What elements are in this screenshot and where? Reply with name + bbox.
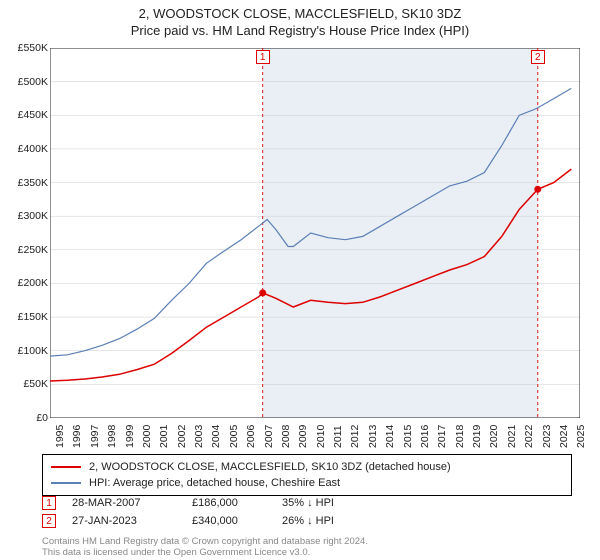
y-tick-label: £0 (36, 412, 48, 424)
x-tick-label: 1997 (89, 425, 101, 448)
sale-marker-box: 1 (256, 50, 270, 64)
sale-hpi-diff: 35% ↓ HPI (282, 497, 402, 509)
x-tick-label: 2022 (523, 425, 535, 448)
chart-area: £0£50K£100K£150K£200K£250K£300K£350K£400… (50, 48, 580, 418)
x-tick-label: 1998 (106, 425, 118, 448)
y-tick-label: £450K (18, 109, 48, 121)
legend-item-price-paid: 2, WOODSTOCK CLOSE, MACCLESFIELD, SK10 3… (51, 459, 563, 475)
x-tick-label: 2024 (558, 425, 570, 448)
x-axis-labels: 1995 1996 1997 1998 1999 2000 2001 2002 2003 2004… (50, 420, 580, 455)
sale-marker-icon: 2 (42, 514, 56, 528)
sales-table: 1 28-MAR-2007 £186,000 35% ↓ HPI 2 27-JA… (42, 496, 402, 532)
x-tick-label: 2011 (332, 425, 344, 448)
x-tick-label: 2006 (245, 425, 257, 448)
sale-date: 28-MAR-2007 (72, 497, 192, 509)
x-tick-label: 2007 (263, 425, 275, 448)
y-tick-label: £200K (18, 277, 48, 289)
y-tick-label: £500K (18, 76, 48, 88)
legend-item-hpi: HPI: Average price, detached house, Ches… (51, 475, 563, 491)
x-tick-label: 2013 (367, 425, 379, 448)
sale-hpi-diff: 26% ↓ HPI (282, 515, 402, 527)
y-tick-label: £50K (23, 378, 48, 390)
x-tick-label: 1996 (71, 425, 83, 448)
y-tick-label: £300K (18, 210, 48, 222)
y-tick-label: £250K (18, 244, 48, 256)
x-tick-label: 2017 (436, 425, 448, 448)
x-tick-label: 2003 (193, 425, 205, 448)
x-tick-label: 2000 (141, 425, 153, 448)
x-tick-label: 2016 (419, 425, 431, 448)
footer-line1: Contains HM Land Registry data © Crown c… (42, 536, 368, 547)
sales-row: 1 28-MAR-2007 £186,000 35% ↓ HPI (42, 496, 402, 510)
x-tick-label: 1995 (54, 425, 66, 448)
x-tick-label: 2008 (280, 425, 292, 448)
x-tick-label: 2021 (506, 425, 518, 448)
chart-title: 2, WOODSTOCK CLOSE, MACCLESFIELD, SK10 3… (0, 0, 600, 38)
y-tick-label: £150K (18, 311, 48, 323)
x-tick-label: 2015 (402, 425, 414, 448)
y-tick-label: £550K (18, 42, 48, 54)
y-tick-label: £350K (18, 177, 48, 189)
y-tick-label: £100K (18, 345, 48, 357)
legend-swatch (51, 466, 81, 468)
x-tick-label: 2004 (210, 425, 222, 448)
x-tick-label: 2005 (228, 425, 240, 448)
sale-date: 27-JAN-2023 (72, 515, 192, 527)
x-tick-label: 2012 (349, 425, 361, 448)
x-tick-label: 2025 (575, 425, 587, 448)
title-subtitle: Price paid vs. HM Land Registry's House … (0, 23, 600, 38)
x-tick-label: 2009 (297, 425, 309, 448)
sale-marker-box: 2 (531, 50, 545, 64)
x-tick-label: 2002 (176, 425, 188, 448)
y-axis-labels: £0£50K£100K£150K£200K£250K£300K£350K£400… (0, 48, 48, 418)
x-tick-label: 1999 (124, 425, 136, 448)
x-tick-label: 2001 (158, 425, 170, 448)
x-tick-label: 2018 (454, 425, 466, 448)
sales-row: 2 27-JAN-2023 £340,000 26% ↓ HPI (42, 514, 402, 528)
x-tick-label: 2019 (471, 425, 483, 448)
legend-swatch (51, 482, 81, 484)
x-tick-label: 2010 (315, 425, 327, 448)
y-tick-label: £400K (18, 143, 48, 155)
legend-label: HPI: Average price, detached house, Ches… (89, 475, 340, 491)
sale-price: £340,000 (192, 515, 282, 527)
footer-attribution: Contains HM Land Registry data © Crown c… (42, 536, 368, 558)
legend: 2, WOODSTOCK CLOSE, MACCLESFIELD, SK10 3… (42, 454, 572, 496)
title-address: 2, WOODSTOCK CLOSE, MACCLESFIELD, SK10 3… (0, 6, 600, 21)
x-tick-label: 2020 (488, 425, 500, 448)
sale-price: £186,000 (192, 497, 282, 509)
legend-label: 2, WOODSTOCK CLOSE, MACCLESFIELD, SK10 3… (89, 459, 451, 475)
x-tick-label: 2023 (541, 425, 553, 448)
footer-line2: This data is licensed under the Open Gov… (42, 547, 368, 558)
line-chart (50, 48, 580, 418)
x-tick-label: 2014 (384, 425, 396, 448)
sale-marker-icon: 1 (42, 496, 56, 510)
